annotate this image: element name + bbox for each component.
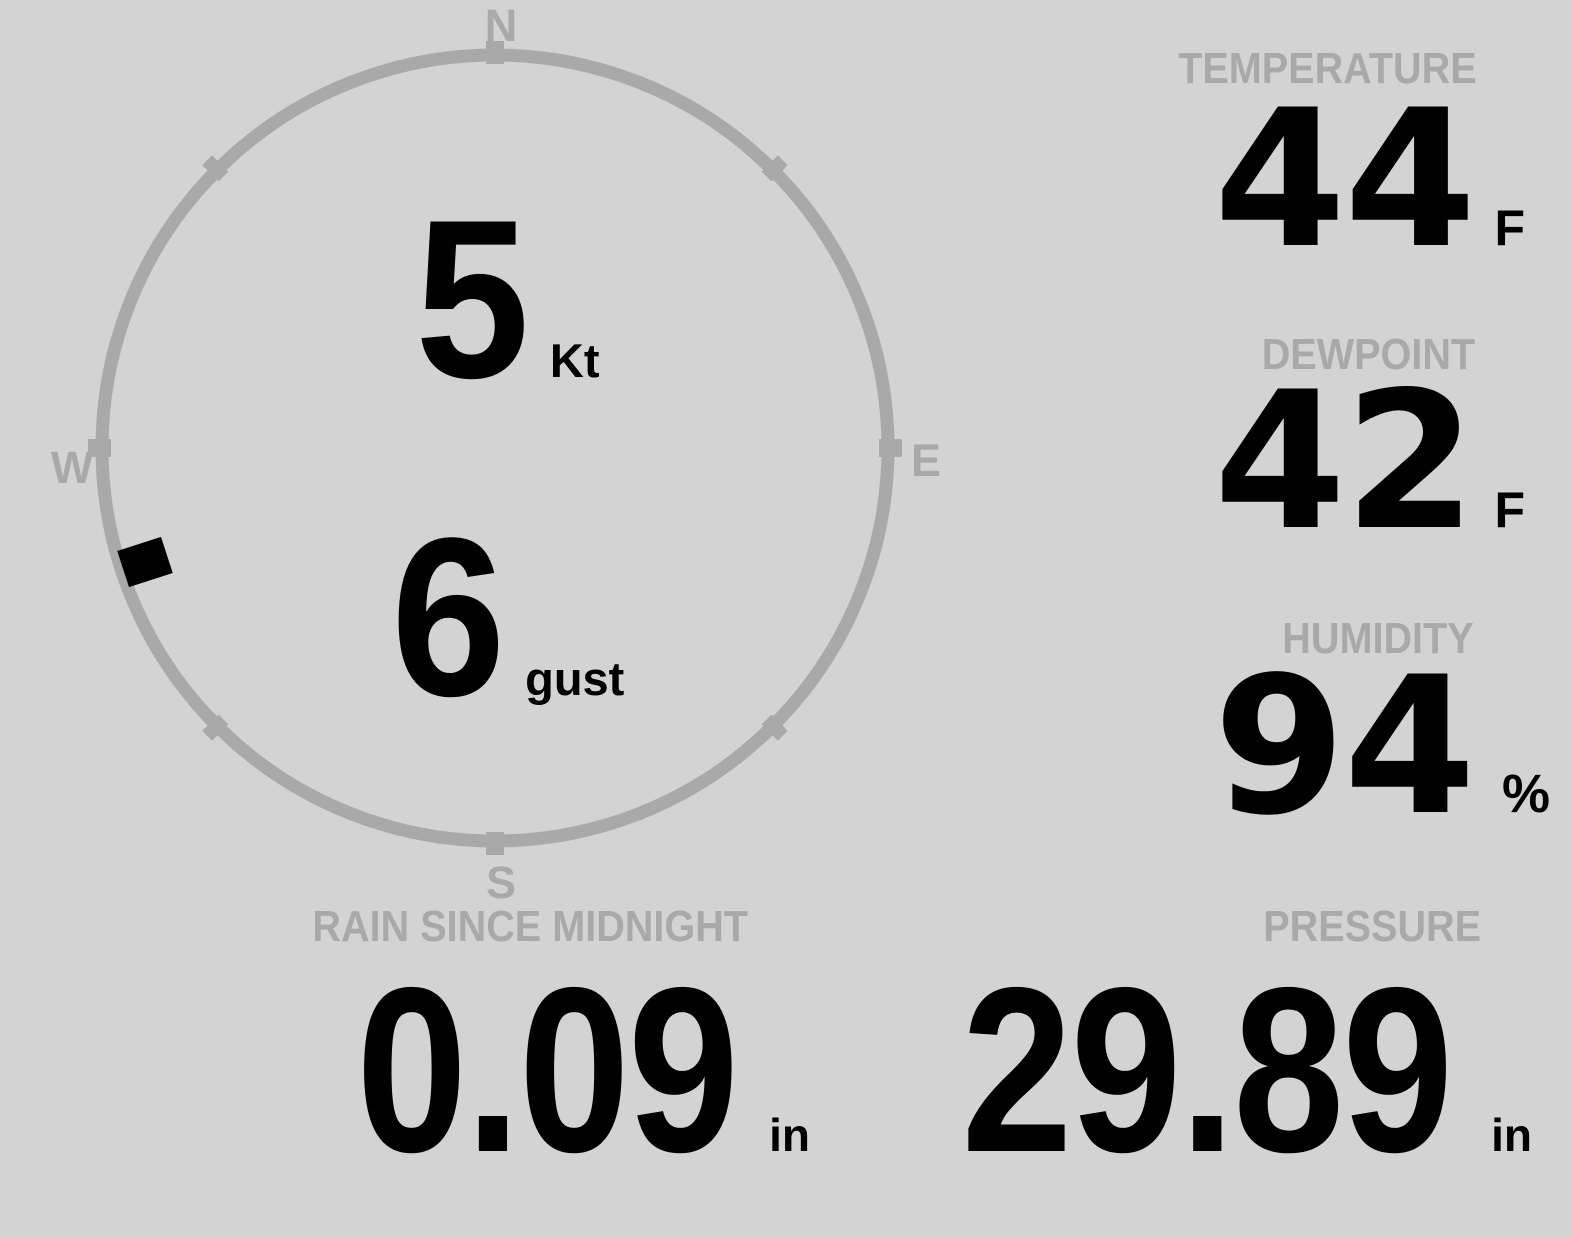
wind-gust-unit: gust [525,652,625,705]
humidity-label: HUMIDITY [1282,614,1474,663]
temperature-unit: F [1494,200,1525,256]
dewpoint-value-row: 42 F [1214,367,1525,557]
compass-label-east: E [910,435,942,486]
compass-label-south: S [485,857,517,908]
rain-label: RAIN SINCE MIDNIGHT [312,902,748,951]
compass-label-west: W [50,442,94,493]
humidity-value-row: 94 % [1213,652,1550,842]
wind-readout: 5 Kt 6 gust [152,0,852,900]
humidity-unit: % [1501,764,1550,824]
wind-speed-value: 5 [415,172,530,425]
compass-label-north: N [484,0,518,51]
temperature-value-row: 44 F [1214,85,1525,275]
dewpoint-label: DEWPOINT [1261,330,1475,379]
dewpoint-value: 42 [1213,351,1477,572]
compass-ticks [88,41,902,855]
rain-value-row: 0.09 in [289,952,810,1187]
humidity-value: 94 [1213,636,1476,857]
pressure-value-row: 29.89 in [875,952,1532,1187]
wind-speed-unit: Kt [549,334,600,387]
wind-gust-value: 6 [390,490,505,743]
rain-value: 0.09 [356,938,739,1201]
pressure-unit: in [1491,1109,1532,1161]
wind-gust-row: 6 gust [152,504,852,730]
temperature-label: TEMPERATURE [1178,44,1477,93]
temperature-value: 44 [1213,69,1477,290]
pressure-label: PRESSURE [1263,902,1481,951]
wind-speed-row: 5 Kt [152,186,852,412]
wind-compass [88,41,902,855]
pressure-value: 29.89 [961,938,1453,1201]
dewpoint-unit: F [1494,482,1525,538]
rain-unit: in [769,1109,810,1161]
